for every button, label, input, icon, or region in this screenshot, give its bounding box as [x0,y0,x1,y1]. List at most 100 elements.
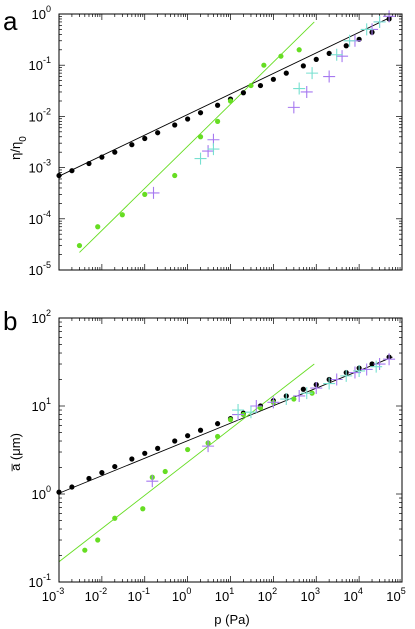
fit-line-1 [58,363,315,563]
data-point [370,360,383,373]
y-tick-label: 101 [32,396,51,414]
data-point [353,364,366,377]
series-1 [76,47,302,249]
data-point [343,34,356,47]
data-point [278,53,284,59]
data-point [95,537,101,543]
data-point [214,102,221,108]
plot-frame [58,13,403,271]
y-tick-label: 10-4 [29,209,51,227]
x-tick-label: 102 [258,586,277,604]
ticks [58,318,403,583]
data-point [142,135,148,142]
data-point [340,369,353,382]
data-point [300,386,306,392]
data-point [343,43,349,49]
data-point [293,82,306,95]
data-point [240,90,247,96]
data-point [214,118,221,124]
data-point [369,361,375,367]
data-point [267,396,280,409]
ticks [58,14,403,271]
x-tick-label: 10-2 [85,586,107,604]
x-tick-label: 104 [343,586,362,604]
data-point [82,547,88,553]
data-point [244,406,257,419]
data-point [232,404,245,417]
data-point [283,70,289,76]
data-point [129,142,135,148]
y-tick-label: 10-5 [29,260,51,278]
data-point [323,377,336,390]
series-3 [232,360,383,419]
data-point [162,468,168,475]
data-point [257,405,264,411]
data-point [142,191,148,197]
data-point [142,450,148,456]
y-tick-label: 10-3 [29,158,51,176]
y-tick-label: 100 [32,4,51,22]
panel-a-chart: 10-5 10-4 10-3 10-2 10-1 100 [29,4,403,278]
data-point [147,186,160,199]
data-point [383,353,396,366]
x-tick-label: 10-1 [128,586,150,604]
panel-a-ylabel: η/η0 [8,136,29,160]
data-point [86,475,92,482]
data-point [326,50,332,57]
data-point [69,168,75,174]
data-point [197,427,204,433]
data-point [310,382,323,395]
data-point [112,463,118,470]
data-point [185,446,191,453]
x-tick-label: 10-3 [42,586,64,604]
data-point [330,373,343,386]
data-point [197,110,204,116]
data-point [373,358,386,371]
data-point [194,152,207,165]
plot-frame [58,317,403,583]
series-2 [146,353,396,488]
data-point [69,484,75,490]
data-point [146,475,159,488]
data-point [202,145,215,158]
panel-b-chart: 10-1 100 101 102 10-3 10-2 10-1 100 101 102 103 104… [29,308,406,604]
x-tick-label: 103 [301,586,320,604]
data-point [185,116,191,122]
y-tick-label: 102 [32,308,51,326]
data-point [86,160,92,167]
data-point [280,393,293,406]
series-1 [82,390,315,553]
series-3 [194,15,386,165]
data-point [306,67,319,80]
data-point [197,134,204,140]
y-tick-label: 100 [32,484,51,502]
data-point [112,149,118,155]
data-point [172,122,178,128]
data-point [99,154,105,160]
data-point [214,433,221,440]
data-point [155,445,161,451]
data-point [119,212,125,218]
data-point [360,363,373,376]
x-tick-label: 101 [215,586,234,604]
data-point [300,63,306,69]
fit-line-0 [58,15,393,177]
data-point [383,10,396,23]
data-point [300,387,313,400]
panel-b-xlabel: p (Pa) [214,612,249,627]
series-2 [147,10,396,199]
data-point [270,76,276,82]
y-tick-label: 10-1 [29,55,51,73]
data-point [76,242,83,249]
data-point [296,47,302,53]
data-point [185,433,191,439]
y-tick-label: 10-1 [29,572,51,590]
data-point [250,400,263,412]
data-point [336,50,349,63]
data-point [360,23,373,36]
data-point [293,389,306,402]
data-point [140,506,146,512]
data-point [287,101,300,114]
data-point [202,440,215,453]
